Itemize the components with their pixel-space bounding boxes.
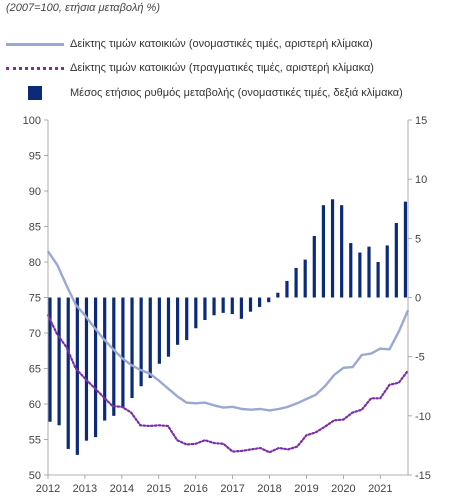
legend-item-real: Δείκτης τιμών κατοικιών (πραγματικές τιμ… xyxy=(6,60,374,76)
right-tick-label--15: -15 xyxy=(415,470,431,482)
x-tick-label-2018: 2018 xyxy=(257,483,281,495)
bar-2019Q2 xyxy=(312,235,316,298)
right-tick-label-10: 10 xyxy=(415,174,427,186)
right-tick-label-5: 5 xyxy=(415,233,421,245)
bar-2019Q3 xyxy=(321,205,326,298)
bar-2016Q1 xyxy=(194,297,198,329)
left-tick-label-75: 75 xyxy=(29,293,41,305)
bar-2021Q1 xyxy=(376,262,380,298)
bar-2016Q3 xyxy=(212,297,216,316)
legend-bar-swatch xyxy=(6,86,64,100)
bar-series xyxy=(48,199,408,455)
bar-2013Q1 xyxy=(84,297,89,441)
bar-2020Q1 xyxy=(340,205,344,298)
bar-2017Q2 xyxy=(239,297,243,319)
right-tick-label--5: -5 xyxy=(415,352,425,364)
bar-2015Q3 xyxy=(175,297,180,345)
right-tick-label--10: -10 xyxy=(415,411,431,423)
line-series xyxy=(46,250,410,454)
right-tick-label-15: 15 xyxy=(415,115,427,127)
bar-2015Q1 xyxy=(157,297,161,364)
bar-2014Q4 xyxy=(148,297,152,378)
bar-2021Q2 xyxy=(385,245,389,298)
bar-2019Q4 xyxy=(330,199,335,298)
bar-2018Q2 xyxy=(276,292,280,298)
bar-2021Q3 xyxy=(394,222,398,298)
x-tick-label-2021: 2021 xyxy=(368,483,392,495)
chart-axes: 50 55 60 65 70 75 80 85 90 95 100 -15 -10 -5 0 5 10 15 201… xyxy=(23,115,431,495)
bar-2018Q1 xyxy=(267,297,271,303)
left-tick-label-70: 70 xyxy=(29,328,41,340)
legend-dotted-swatch xyxy=(6,61,64,75)
bar-2020Q3 xyxy=(358,252,362,298)
bar-2012Q1 xyxy=(48,297,52,422)
bar-2018Q4 xyxy=(294,267,298,298)
x-tick-label-2014: 2014 xyxy=(110,483,134,495)
real-price-index-line xyxy=(46,314,410,454)
bar-2021Q4 xyxy=(403,201,408,298)
x-tick-label-2019: 2019 xyxy=(294,483,318,495)
left-tick-label-100: 100 xyxy=(23,115,41,127)
left-tick-label-95: 95 xyxy=(29,151,41,163)
bar-2016Q2 xyxy=(203,297,207,320)
left-tick-label-65: 65 xyxy=(29,364,41,376)
bar-2012Q2 xyxy=(57,297,61,426)
legend-label-real: Δείκτης τιμών κατοικιών (πραγματικές τιμ… xyxy=(70,62,374,74)
bar-2020Q4 xyxy=(367,246,371,298)
bar-2013Q4 xyxy=(112,297,116,416)
bar-2013Q3 xyxy=(103,297,107,421)
bar-2017Q1 xyxy=(230,297,234,315)
left-tick-label-50: 50 xyxy=(29,470,41,482)
legend-item-nominal: Δείκτης τιμών κατοικιών (ονομαστικές τιμ… xyxy=(6,36,373,52)
left-tick-label-80: 80 xyxy=(29,257,41,269)
bar-2014Q2 xyxy=(130,297,134,399)
bar-2017Q4 xyxy=(258,297,262,307)
x-tick-label-2015: 2015 xyxy=(147,483,171,495)
bar-2020Q2 xyxy=(349,243,353,298)
x-tick-label-2013: 2013 xyxy=(73,483,97,495)
x-tick-label-2016: 2016 xyxy=(183,483,207,495)
bar-2012Q3 xyxy=(66,297,70,449)
chart-subtitle: (2007=100, ετήσια μεταβολή %) xyxy=(6,2,160,14)
bar-2015Q4 xyxy=(185,297,189,341)
left-tick-label-90: 90 xyxy=(29,186,41,198)
x-tick-label-2012: 2012 xyxy=(36,483,60,495)
left-tick-label-85: 85 xyxy=(29,222,41,234)
bar-2018Q3 xyxy=(285,280,289,298)
x-tick-label-2017: 2017 xyxy=(220,483,244,495)
bar-2013Q2 xyxy=(93,297,98,438)
bar-2016Q4 xyxy=(221,297,225,313)
nominal-price-index-line xyxy=(47,250,410,412)
bar-2014Q1 xyxy=(121,297,125,408)
legend-item-rate: Μέσος ετήσιος ρυθμός μεταβολής (ονομαστι… xyxy=(6,85,403,101)
legend-label-rate: Μέσος ετήσιος ρυθμός μεταβολής (ονομαστι… xyxy=(70,87,403,99)
x-tick-label-2020: 2020 xyxy=(331,483,355,495)
bar-2019Q1 xyxy=(303,259,307,298)
right-tick-label-0: 0 xyxy=(415,293,421,305)
bar-2015Q2 xyxy=(166,297,171,357)
legend-line-swatch xyxy=(6,37,64,51)
legend-label-nominal: Δείκτης τιμών κατοικιών (ονομαστικές τιμ… xyxy=(70,38,373,50)
bar-2012Q4 xyxy=(75,297,79,455)
left-tick-label-55: 55 xyxy=(29,435,41,447)
bar-2017Q3 xyxy=(248,297,253,312)
bar-2014Q3 xyxy=(139,297,143,387)
left-tick-label-60: 60 xyxy=(29,399,41,411)
